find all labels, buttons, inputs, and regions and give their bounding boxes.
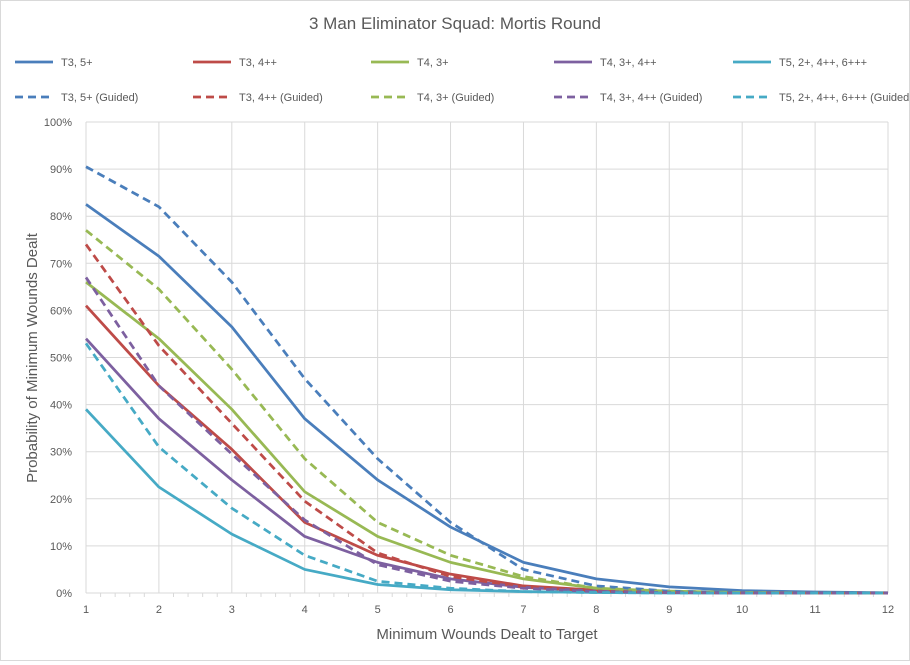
x-tick-label: 3 — [229, 604, 235, 616]
legend-label: T3, 4++ — [239, 57, 277, 69]
legend-label: T4, 3+ (Guided) — [417, 92, 494, 104]
series-line — [85, 203, 889, 595]
legend-label: T3, 5+ — [61, 57, 93, 69]
x-tick-label: 8 — [593, 604, 599, 616]
x-tick-label: 2 — [156, 604, 162, 616]
legend: T3, 5+ T3, 4++ T4, 3+ T4, 3+, 4++ T5, 2+, 4+… — [15, 57, 910, 104]
x-tick-label: 7 — [520, 604, 526, 616]
x-tick-label: 12 — [882, 604, 894, 616]
series-line — [84, 304, 888, 595]
x-tick-label: 9 — [666, 604, 672, 616]
y-tick-label: 100% — [44, 117, 72, 129]
chart-title: 3 Man Eliminator Squad: Mortis Round — [309, 14, 601, 33]
x-tick-label: 10 — [736, 604, 748, 616]
series-line — [84, 276, 888, 595]
y-tick-label: 10% — [50, 541, 72, 553]
series-lines — [84, 165, 889, 595]
series-line — [85, 229, 888, 595]
x-tick-label: 1 — [83, 604, 89, 616]
y-axis-label: Probability of Minimum Wounds Dealt — [24, 232, 41, 483]
legend-label: T4, 3+, 4++ — [600, 57, 657, 69]
x-tick-label: 6 — [447, 604, 453, 616]
series-line — [84, 342, 888, 595]
y-tick-label: 30% — [50, 447, 72, 459]
y-tick-label: 20% — [50, 494, 72, 506]
series-line — [84, 337, 888, 595]
x-axis-label: Minimum Wounds Dealt to Target — [376, 626, 598, 643]
legend-label: T5, 2+, 4++, 6+++ (Guided) — [779, 92, 909, 104]
series-line — [85, 165, 888, 595]
legend-label: T3, 4++ (Guided) — [239, 92, 323, 104]
y-tick-label: 40% — [50, 400, 72, 412]
legend-label: T5, 2+, 4++, 6+++ — [779, 57, 867, 69]
x-tick-label: 11 — [809, 604, 820, 616]
y-tick-label: 70% — [50, 258, 72, 270]
y-tick-label: 0% — [56, 588, 72, 600]
legend-label: T4, 3+, 4++ (Guided) — [600, 92, 702, 104]
legend-label: T3, 5+ (Guided) — [61, 92, 138, 104]
gridlines: 0%10%20%30%40%50%60%70%80%90%100%1 2 3 4 5 6 7… — [44, 117, 894, 616]
legend-label: T4, 3+ — [417, 57, 449, 69]
series-line — [84, 243, 888, 595]
x-tick-label: 4 — [302, 604, 308, 616]
x-tick-label: 5 — [375, 604, 381, 616]
y-tick-label: 50% — [50, 353, 72, 365]
y-tick-label: 90% — [50, 164, 72, 176]
y-tick-label: 60% — [50, 305, 72, 317]
series-line — [84, 408, 888, 595]
y-tick-label: 80% — [50, 211, 72, 223]
